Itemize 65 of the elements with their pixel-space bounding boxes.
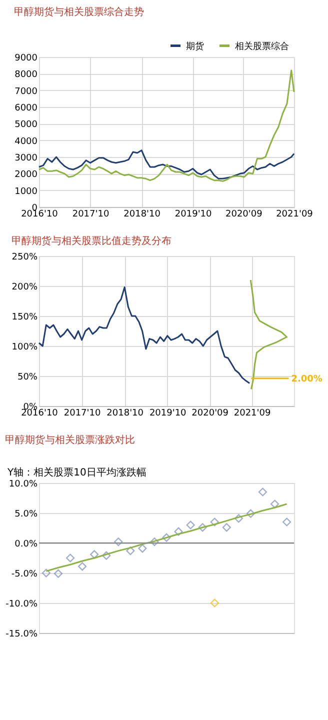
line-series <box>250 279 288 390</box>
y-tick-label: 250% <box>12 252 38 262</box>
y-tick-label: 50% <box>17 372 38 382</box>
y-tick-label: 0.0% <box>14 540 38 550</box>
point <box>186 520 195 530</box>
x-tick-label: 2019'10 <box>149 408 187 418</box>
legend-label: 相关股票综合 <box>235 40 289 52</box>
point <box>258 488 268 496</box>
x-tick-label: 2020'09 <box>192 408 229 418</box>
point <box>66 554 75 562</box>
legend-label: 期货 <box>186 40 204 52</box>
point <box>114 537 123 546</box>
y-tick-label: 2000 <box>14 170 38 180</box>
y-tick-label: 5.0% <box>14 510 38 520</box>
x-tick-label: 2017'10 <box>72 210 110 220</box>
point <box>42 568 51 578</box>
point <box>198 523 207 532</box>
point <box>210 518 219 526</box>
x-tick-label: 2021'09 <box>234 408 271 418</box>
y-tick-label: -10.0% <box>6 600 38 610</box>
y-tick-label: 1000 <box>14 186 38 197</box>
y-tick-label: 6000 <box>14 104 38 114</box>
y-tick-label: 4000 <box>14 136 38 147</box>
x-tick-label: 2016'10 <box>21 408 58 418</box>
line-series <box>38 286 250 384</box>
line-series <box>38 70 295 182</box>
point <box>162 533 171 542</box>
chart-title: 甲醇期货与相关股票比值走势及分布 <box>11 235 172 247</box>
y-axis-title: Y轴：相关股票10日平均涨跌幅 <box>6 466 146 478</box>
y-tick-label: 200% <box>12 282 38 292</box>
x-tick-label: 2016'10 <box>21 210 58 220</box>
point <box>78 562 87 571</box>
point <box>126 546 135 556</box>
point <box>270 500 280 508</box>
point <box>150 537 159 546</box>
y-tick-label: 9000 <box>14 54 38 64</box>
y-tick-label: 150% <box>12 312 38 322</box>
chart-title: 甲醇期货与相关股票综合走势 <box>14 6 144 18</box>
x-tick-label: 2018'10 <box>124 210 161 220</box>
x-tick-label: 2021'09 <box>276 210 314 220</box>
point <box>246 509 256 518</box>
y-tick-label: 3000 <box>14 154 38 164</box>
point <box>234 514 243 523</box>
point <box>210 598 219 608</box>
y-tick-label: -5.0% <box>11 570 38 580</box>
y-tick-label: 8000 <box>14 70 38 80</box>
chart-title: 甲醇期货与相关股票涨跌对比 <box>5 434 136 446</box>
point <box>174 527 183 536</box>
point <box>90 550 99 559</box>
x-tick-label: 2019'10 <box>174 210 212 220</box>
y-tick-label: -15.0% <box>6 630 38 640</box>
point <box>282 518 292 526</box>
y-tick-label: 7000 <box>14 86 38 97</box>
point <box>102 551 111 560</box>
point <box>138 544 147 553</box>
annotation: 2.00% <box>291 374 322 384</box>
point <box>222 523 231 532</box>
point <box>54 569 63 578</box>
x-tick-label: 2018'10 <box>106 408 144 418</box>
x-tick-label: 2020'09 <box>226 210 263 220</box>
x-tick-label: 2017'10 <box>64 408 101 418</box>
line-series <box>38 150 295 180</box>
y-tick-label: 100% <box>12 342 38 352</box>
y-tick-label: 10.0% <box>8 480 38 490</box>
y-tick-label: 5000 <box>14 120 38 130</box>
